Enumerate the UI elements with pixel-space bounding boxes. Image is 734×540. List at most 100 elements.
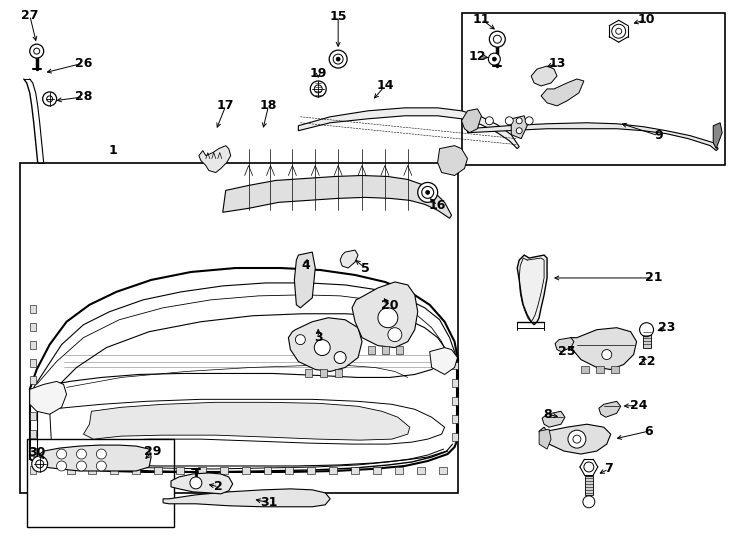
Text: 12: 12 <box>469 50 486 63</box>
Text: 14: 14 <box>376 79 393 92</box>
Text: 25: 25 <box>559 345 575 358</box>
Circle shape <box>485 117 493 125</box>
Polygon shape <box>439 467 446 474</box>
Text: 15: 15 <box>330 10 347 23</box>
Polygon shape <box>373 467 381 474</box>
Polygon shape <box>320 369 327 377</box>
Polygon shape <box>42 314 448 389</box>
Text: 8: 8 <box>542 408 551 421</box>
Text: 9: 9 <box>654 129 663 142</box>
Polygon shape <box>642 330 650 348</box>
Bar <box>20 163 457 493</box>
Polygon shape <box>541 79 584 106</box>
Circle shape <box>602 349 611 360</box>
Polygon shape <box>110 467 118 474</box>
Polygon shape <box>88 467 96 474</box>
Polygon shape <box>599 401 621 417</box>
Polygon shape <box>30 376 36 384</box>
Circle shape <box>57 461 67 471</box>
Polygon shape <box>567 328 636 369</box>
Polygon shape <box>286 467 294 474</box>
Polygon shape <box>539 429 551 449</box>
Polygon shape <box>451 380 457 387</box>
Circle shape <box>190 477 202 489</box>
Polygon shape <box>611 366 619 374</box>
Polygon shape <box>30 323 36 330</box>
Circle shape <box>96 449 106 459</box>
Polygon shape <box>305 369 312 377</box>
Polygon shape <box>67 467 75 474</box>
Polygon shape <box>351 467 359 474</box>
Circle shape <box>43 92 57 106</box>
Polygon shape <box>176 467 184 474</box>
Polygon shape <box>30 430 36 438</box>
Polygon shape <box>451 361 457 369</box>
Circle shape <box>583 496 595 508</box>
Text: 20: 20 <box>381 299 399 312</box>
Circle shape <box>568 430 586 448</box>
Polygon shape <box>298 108 519 148</box>
Text: 21: 21 <box>644 272 662 285</box>
Circle shape <box>47 96 53 102</box>
Polygon shape <box>352 282 418 348</box>
Polygon shape <box>219 467 228 474</box>
Polygon shape <box>288 318 362 372</box>
Polygon shape <box>542 411 565 427</box>
Circle shape <box>314 85 322 93</box>
Text: 31: 31 <box>260 496 277 509</box>
Text: 5: 5 <box>360 261 369 274</box>
Polygon shape <box>50 400 445 447</box>
Circle shape <box>76 461 87 471</box>
Circle shape <box>526 117 533 125</box>
Circle shape <box>493 35 501 43</box>
Circle shape <box>310 81 326 97</box>
Text: 10: 10 <box>638 13 655 26</box>
Circle shape <box>616 28 622 34</box>
Polygon shape <box>199 146 230 172</box>
Polygon shape <box>30 412 36 420</box>
Circle shape <box>76 449 87 459</box>
Text: 24: 24 <box>630 399 647 412</box>
Polygon shape <box>329 467 337 474</box>
Text: 29: 29 <box>145 444 161 457</box>
Polygon shape <box>451 433 457 441</box>
Circle shape <box>32 456 48 472</box>
Text: 11: 11 <box>473 13 490 26</box>
Polygon shape <box>163 489 330 507</box>
Circle shape <box>333 54 343 64</box>
Polygon shape <box>340 250 358 268</box>
Polygon shape <box>198 467 206 474</box>
Text: 17: 17 <box>217 99 234 112</box>
Polygon shape <box>84 402 410 440</box>
Circle shape <box>418 183 437 202</box>
Polygon shape <box>539 424 611 454</box>
Text: 27: 27 <box>21 9 38 22</box>
Polygon shape <box>335 369 342 377</box>
Text: 18: 18 <box>260 99 277 112</box>
Polygon shape <box>30 448 36 456</box>
Polygon shape <box>451 415 457 423</box>
Polygon shape <box>531 66 557 86</box>
Circle shape <box>57 449 67 459</box>
Circle shape <box>505 117 513 125</box>
Circle shape <box>422 186 434 198</box>
Polygon shape <box>468 123 718 151</box>
Polygon shape <box>451 397 457 406</box>
Polygon shape <box>555 338 574 352</box>
Polygon shape <box>308 467 316 474</box>
Polygon shape <box>382 346 389 354</box>
Polygon shape <box>30 359 36 367</box>
Polygon shape <box>396 346 403 354</box>
Circle shape <box>96 461 106 471</box>
Circle shape <box>378 308 398 328</box>
Polygon shape <box>395 467 403 474</box>
Polygon shape <box>512 116 527 139</box>
Text: 3: 3 <box>314 331 322 344</box>
Polygon shape <box>581 366 589 374</box>
Text: 1: 1 <box>109 144 117 157</box>
Text: 22: 22 <box>638 355 655 368</box>
Polygon shape <box>171 473 233 494</box>
Polygon shape <box>222 176 451 218</box>
Circle shape <box>334 352 346 363</box>
Polygon shape <box>429 348 457 374</box>
